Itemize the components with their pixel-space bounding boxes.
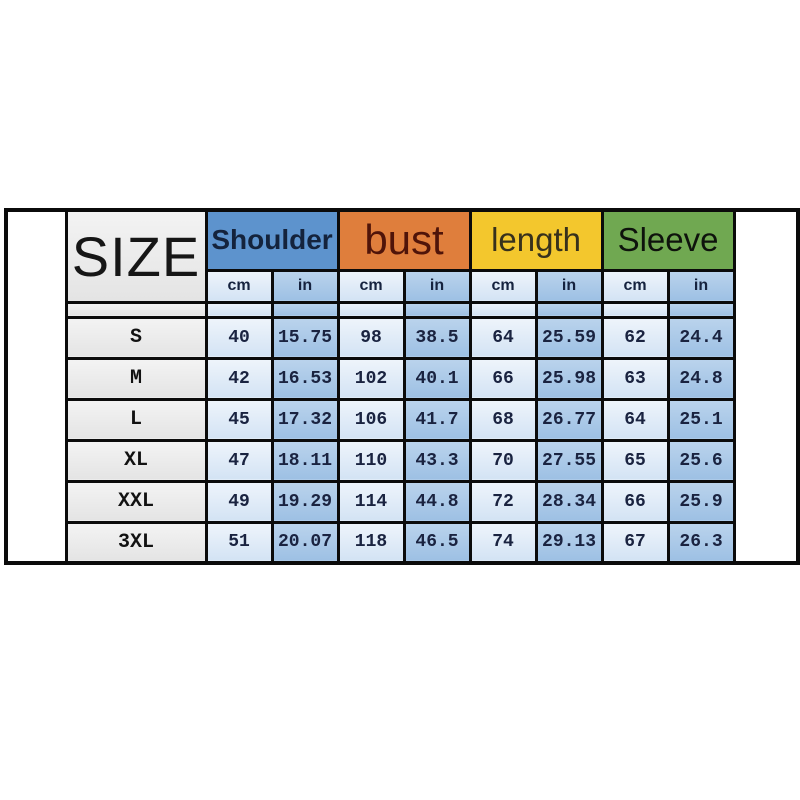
value-cell: 114 [336,479,406,524]
value-cell: 72 [468,479,538,524]
value-cell: 41.7 [402,397,472,442]
value-cell: 25.1 [666,397,736,442]
table-row-3xl: 3XL 51 20.07 118 46.5 74 29.13 67 26.3 [6,520,798,565]
value-cell: 25.6 [666,438,736,483]
value-cell: 49 [204,479,274,524]
value-cell: 51 [204,520,274,565]
value-cell: 40.1 [402,356,472,401]
size-row-label: 3XL [64,520,208,565]
value-cell: 47 [204,438,274,483]
value-cell: 66 [600,479,670,524]
value-cell: 106 [336,397,406,442]
value-cell: 67 [600,520,670,565]
value-cell: 25.9 [666,479,736,524]
header-bust: bust [336,208,472,272]
size-row-label: S [64,315,208,360]
header-shoulder: Shoulder [204,208,340,272]
size-row-label: XXL [64,479,208,524]
value-cell: 68 [468,397,538,442]
right-margin-cell [732,208,800,565]
value-cell: 64 [468,315,538,360]
value-cell: 29.13 [534,520,604,565]
value-cell: 45 [204,397,274,442]
value-cell: 42 [204,356,274,401]
size-chart-table: SIZE Shoulder bust length Sleeve cm in c… [4,208,800,565]
header-group-row: SIZE Shoulder bust length Sleeve [4,208,800,565]
table-row-xxl: XXL 49 19.29 114 44.8 72 28.34 66 25.9 [6,479,798,524]
header-sleeve: Sleeve [600,208,736,272]
corner-size-label: SIZE [64,208,208,304]
value-cell: 24.4 [666,315,736,360]
size-row-label: L [64,397,208,442]
value-cell: 44.8 [402,479,472,524]
value-cell: 43.3 [402,438,472,483]
spacer-cell [534,300,604,319]
value-cell: 46.5 [402,520,472,565]
value-cell: 18.11 [270,438,340,483]
value-cell: 25.59 [534,315,604,360]
value-cell: 26.3 [666,520,736,565]
header-length: length [468,208,604,272]
value-cell: 98 [336,315,406,360]
value-cell: 102 [336,356,406,401]
value-cell: 20.07 [270,520,340,565]
value-cell: 74 [468,520,538,565]
value-cell: 17.32 [270,397,340,442]
spacer-cell [204,300,274,319]
unit-header: in [534,268,604,304]
value-cell: 40 [204,315,274,360]
value-cell: 118 [336,520,406,565]
spacer-cell [666,300,736,319]
value-cell: 28.34 [534,479,604,524]
unit-header: cm [204,268,274,304]
size-row-label: XL [64,438,208,483]
value-cell: 25.98 [534,356,604,401]
value-cell: 63 [600,356,670,401]
unit-header: cm [600,268,670,304]
size-row-label: M [64,356,208,401]
table-row-m: M 42 16.53 102 40.1 66 25.98 63 24.8 [6,356,798,401]
value-cell: 110 [336,438,406,483]
spacer-cell [468,300,538,319]
value-cell: 65 [600,438,670,483]
unit-header-row: cm in cm in cm in cm in [6,268,798,304]
unit-header: in [402,268,472,304]
spacer-cell [64,300,208,319]
spacer-cell [402,300,472,319]
value-cell: 19.29 [270,479,340,524]
table-row-xl: XL 47 18.11 110 43.3 70 27.55 65 25.6 [6,438,798,483]
unit-header: in [666,268,736,304]
unit-header: cm [468,268,538,304]
spacer-cell [270,300,340,319]
value-cell: 24.8 [666,356,736,401]
unit-header: cm [336,268,406,304]
value-cell: 62 [600,315,670,360]
value-cell: 26.77 [534,397,604,442]
unit-header: in [270,268,340,304]
table-row-l: L 45 17.32 106 41.7 68 26.77 64 25.1 [6,397,798,442]
value-cell: 70 [468,438,538,483]
spacer-cell [336,300,406,319]
spacer-cell [600,300,670,319]
spacer-row [6,300,798,319]
value-cell: 66 [468,356,538,401]
value-cell: 27.55 [534,438,604,483]
left-margin-cell [4,208,68,565]
table-row-s: S 40 15.75 98 38.5 64 25.59 62 24.4 [6,315,798,360]
value-cell: 64 [600,397,670,442]
value-cell: 38.5 [402,315,472,360]
value-cell: 15.75 [270,315,340,360]
value-cell: 16.53 [270,356,340,401]
